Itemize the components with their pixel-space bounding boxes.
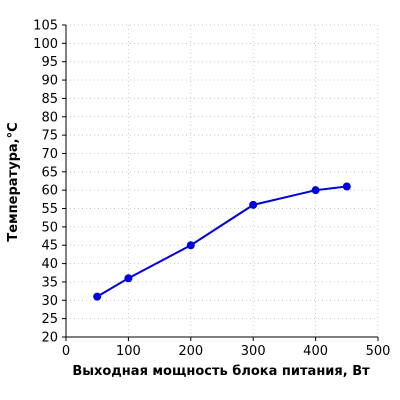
y-tick-label: 90 bbox=[41, 74, 58, 89]
y-tick-label: 55 bbox=[41, 202, 58, 217]
x-tick-label: 100 bbox=[116, 344, 141, 359]
y-axis-title: Температура,°C bbox=[6, 122, 21, 241]
x-ticks: 0 100 200 300 400 500 bbox=[62, 337, 391, 359]
x-tick-label: 400 bbox=[303, 344, 328, 359]
data-point bbox=[342, 182, 351, 191]
axes bbox=[65, 25, 378, 338]
y-tick-label: 45 bbox=[41, 239, 58, 254]
data-point bbox=[124, 274, 133, 283]
y-tick-label: 70 bbox=[41, 147, 58, 162]
x-tick-label: 0 bbox=[62, 344, 70, 359]
y-tick-label: 60 bbox=[41, 184, 58, 199]
y-tick-label: 95 bbox=[41, 55, 58, 70]
y-tick-label: 40 bbox=[41, 257, 58, 272]
x-tick-label: 300 bbox=[241, 344, 266, 359]
y-tick-label: 35 bbox=[41, 275, 58, 290]
x-tick-label: 500 bbox=[366, 344, 391, 359]
data-point bbox=[311, 186, 320, 195]
data-point bbox=[186, 241, 195, 250]
x-axis-title: Выходная мощность блока питания, Вт bbox=[72, 364, 370, 379]
y-ticks: 20 25 30 35 40 45 50 55 60 65 70 75 80 85 90 95 100 105 bbox=[33, 19, 66, 346]
y-tick-label: 30 bbox=[41, 294, 58, 309]
y-tick-label: 20 bbox=[41, 331, 58, 346]
y-tick-label: 100 bbox=[33, 37, 58, 52]
data-point bbox=[93, 292, 102, 301]
y-tick-label: 80 bbox=[41, 110, 58, 125]
grid bbox=[66, 24, 379, 337]
series-line bbox=[96, 185, 347, 298]
series bbox=[93, 182, 351, 301]
data-point bbox=[249, 200, 258, 209]
y-tick-label: 75 bbox=[41, 129, 58, 144]
x-tick-label: 200 bbox=[178, 344, 203, 359]
y-tick-label: 85 bbox=[41, 92, 58, 107]
y-tick-label: 25 bbox=[41, 312, 58, 327]
y-tick-label: 105 bbox=[33, 19, 58, 34]
y-tick-label: 65 bbox=[41, 165, 58, 180]
y-tick-label: 50 bbox=[41, 220, 58, 235]
